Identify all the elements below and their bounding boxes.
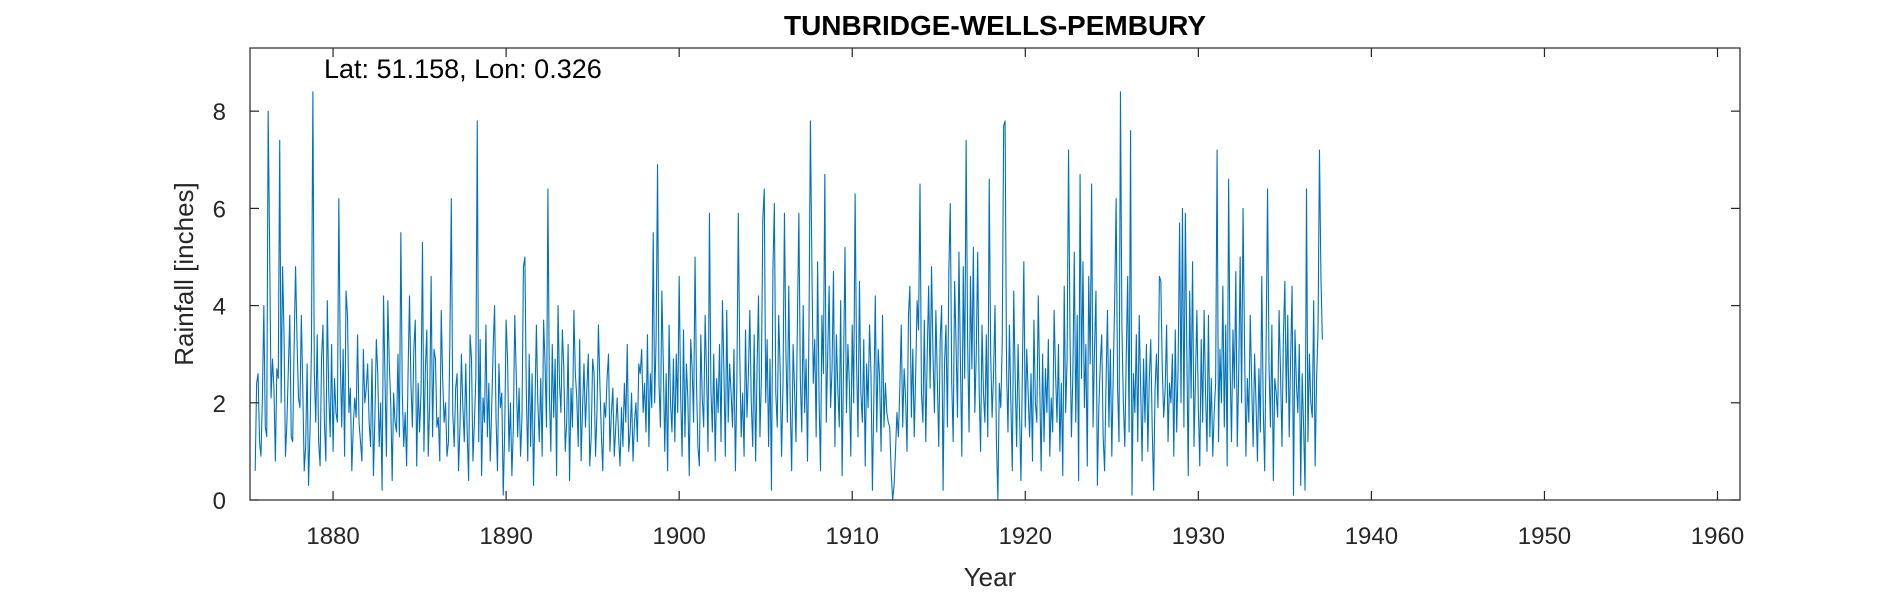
- x-tick-label: 1890: [479, 523, 532, 550]
- x-tick-label: 1910: [826, 523, 879, 550]
- y-tick-label: 6: [213, 196, 226, 223]
- x-tick-label: 1930: [1172, 523, 1225, 550]
- x-tick-label: 1900: [652, 523, 705, 550]
- x-tick-label: 1950: [1518, 523, 1571, 550]
- x-tick-label: 1960: [1691, 523, 1744, 550]
- y-tick-label: 0: [213, 488, 226, 515]
- x-tick-label: 1940: [1345, 523, 1398, 550]
- y-tick-label: 8: [213, 99, 226, 126]
- ticks-layer: 1880 1890 1900 1910 1920 1930 1940 1950 1960 0 2 4 6…: [213, 48, 1744, 550]
- x-tick-label: 1880: [306, 523, 359, 550]
- series-layer: [254, 91, 1323, 501]
- y-axis-label: Rainfall [inches]: [169, 182, 199, 366]
- chart-title: TUNBRIDGE-WELLS-PEMBURY: [784, 10, 1206, 41]
- y-tick-label: 2: [213, 391, 226, 418]
- location-annotation: Lat: 51.158, Lon: 0.326: [324, 54, 602, 84]
- series-line-0: [254, 91, 1323, 501]
- axes-box: [249, 47, 1741, 501]
- x-tick-label: 1920: [999, 523, 1052, 550]
- x-axis-label: Year: [964, 562, 1017, 591]
- y-tick-label: 4: [213, 294, 226, 321]
